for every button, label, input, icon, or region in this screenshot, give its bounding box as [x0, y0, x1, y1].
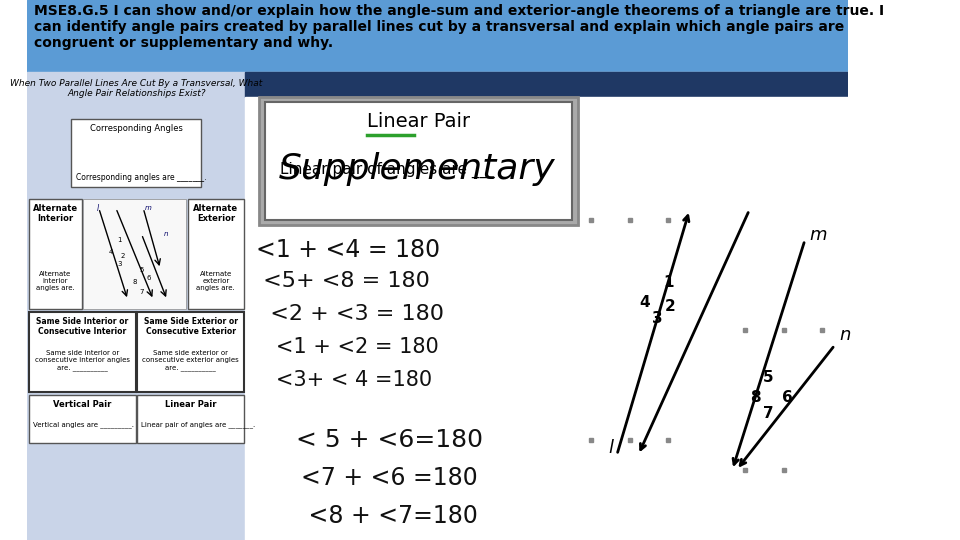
- Text: MSE8.G.5 I can show and/or explain how the angle-sum and exterior-angle theorems: MSE8.G.5 I can show and/or explain how t…: [34, 4, 884, 50]
- Text: 2: 2: [664, 299, 675, 314]
- Text: Corresponding angles are _______.: Corresponding angles are _______.: [76, 173, 206, 182]
- Text: Linear pair of angles are _______.: Linear pair of angles are _______.: [141, 421, 255, 428]
- Text: 5: 5: [763, 370, 774, 385]
- Text: n: n: [164, 231, 168, 237]
- Text: 7: 7: [763, 406, 774, 421]
- Text: <5+ <8 = 180: <5+ <8 = 180: [256, 271, 430, 291]
- Text: Vertical angles are _________.: Vertical angles are _________.: [33, 421, 133, 428]
- Text: 3: 3: [117, 261, 122, 267]
- Bar: [245, 72, 848, 97]
- Bar: [27, 72, 848, 540]
- Text: 6: 6: [782, 390, 793, 405]
- Text: <2 + <3 = 180: <2 + <3 = 180: [256, 304, 444, 324]
- Text: Same side interior or
consecutive interior angles
are. __________: Same side interior or consecutive interi…: [35, 350, 130, 371]
- Text: Same Side Interior or
Consecutive Interior: Same Side Interior or Consecutive Interi…: [36, 317, 129, 336]
- FancyBboxPatch shape: [137, 312, 244, 392]
- FancyBboxPatch shape: [265, 102, 572, 220]
- Text: Alternate
exterior
angles are.: Alternate exterior angles are.: [197, 271, 235, 291]
- Text: Linear Pair: Linear Pair: [367, 112, 470, 131]
- Text: 1: 1: [117, 237, 122, 243]
- Bar: [27, 0, 848, 72]
- Text: Alternate
Interior: Alternate Interior: [33, 204, 78, 224]
- Text: <7 + <6 =180: <7 + <6 =180: [256, 466, 478, 490]
- Text: <3+ < 4 =180: <3+ < 4 =180: [256, 370, 432, 390]
- Text: m: m: [809, 226, 827, 244]
- Text: Alternate
Exterior: Alternate Exterior: [193, 204, 238, 224]
- Text: 8: 8: [750, 390, 760, 405]
- Text: 5: 5: [139, 267, 144, 273]
- Text: Same side exterior or
consecutive exterior angles
are. __________: Same side exterior or consecutive exteri…: [142, 350, 239, 371]
- FancyBboxPatch shape: [29, 395, 136, 443]
- Text: 4: 4: [639, 295, 650, 310]
- Text: When Two Parallel Lines Are Cut By a Transversal, What
Angle Pair Relationships : When Two Parallel Lines Are Cut By a Tra…: [11, 79, 262, 98]
- Text: 7: 7: [139, 289, 144, 295]
- Text: l: l: [609, 439, 613, 457]
- Text: n: n: [839, 326, 851, 344]
- Text: m: m: [145, 205, 152, 211]
- FancyBboxPatch shape: [71, 119, 202, 187]
- FancyBboxPatch shape: [29, 312, 136, 392]
- FancyBboxPatch shape: [187, 199, 244, 309]
- Text: l: l: [97, 204, 99, 213]
- Text: <1 + <4 = 180: <1 + <4 = 180: [256, 238, 441, 262]
- FancyBboxPatch shape: [84, 199, 186, 309]
- Text: Alternate
interior
angles are.: Alternate interior angles are.: [36, 271, 75, 291]
- Text: 8: 8: [132, 279, 137, 285]
- Text: 2: 2: [121, 253, 125, 259]
- Text: Linear Pair: Linear Pair: [165, 400, 216, 409]
- Text: 1: 1: [663, 275, 673, 290]
- Text: 3: 3: [652, 311, 662, 326]
- Text: <8 + <7=180: <8 + <7=180: [256, 504, 478, 528]
- Text: Supplementary: Supplementary: [278, 152, 555, 186]
- Text: Vertical Pair: Vertical Pair: [54, 400, 111, 409]
- FancyBboxPatch shape: [137, 395, 244, 443]
- FancyBboxPatch shape: [258, 97, 578, 225]
- Text: <1 + <2 = 180: <1 + <2 = 180: [256, 337, 439, 357]
- FancyBboxPatch shape: [29, 199, 82, 309]
- Text: Corresponding Angles: Corresponding Angles: [90, 124, 182, 133]
- Bar: [245, 97, 848, 540]
- Text: 6: 6: [146, 275, 151, 281]
- Text: < 5 + <6=180: < 5 + <6=180: [256, 428, 483, 452]
- Text: 4: 4: [108, 249, 113, 255]
- Text: Same Side Exterior or
Consecutive Exterior: Same Side Exterior or Consecutive Exteri…: [144, 317, 238, 336]
- Text: Linear pair of angles are ___: Linear pair of angles are ___: [280, 162, 494, 178]
